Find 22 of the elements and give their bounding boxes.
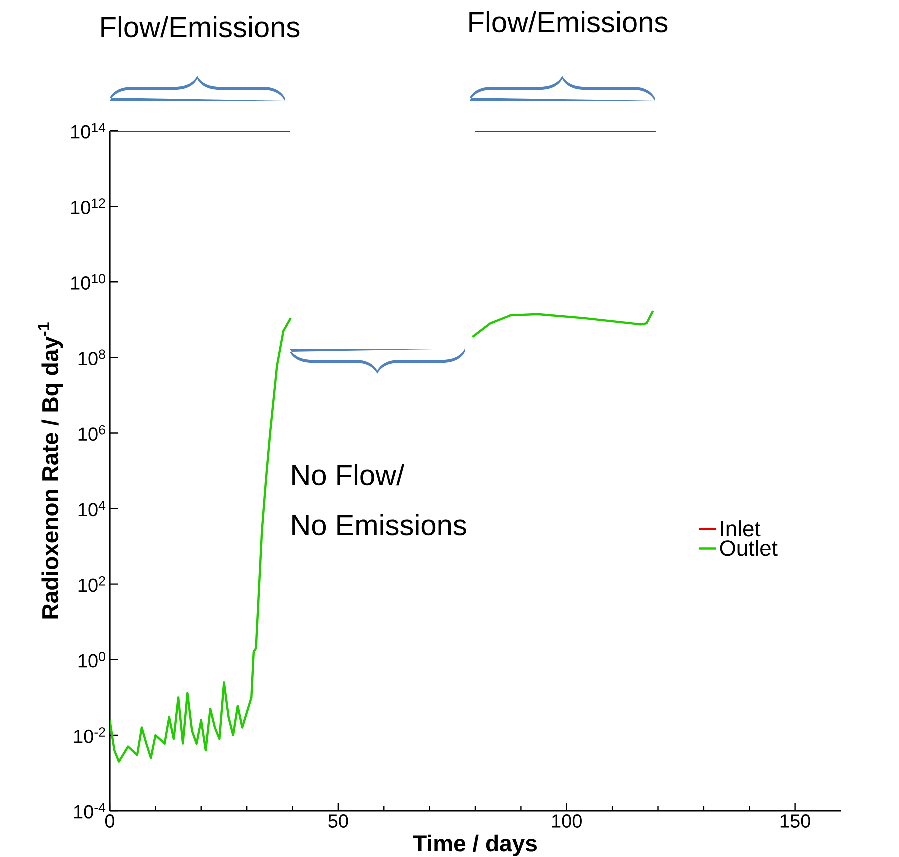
y-tick-label: 10$^{10}$ — [71, 274, 106, 290]
y-tick-label: 10$^{2}$ — [78, 576, 106, 592]
y-axis-title: Radioxenon Rate / Bq day$^{-1}$ — [38, 322, 64, 619]
y-tick-label: 10$^{8}$ — [78, 350, 106, 366]
x-tick-label: 100 — [552, 814, 582, 828]
y-tick-label: 10$^{0}$ — [78, 652, 106, 668]
y-tick-label: 10$^{6}$ — [78, 425, 106, 442]
x-axis-title: Time / days — [413, 834, 537, 856]
x-tick-label: 50 — [328, 814, 348, 828]
annotation: No Flow/ — [292, 464, 405, 486]
legend-label: Inlet — [721, 520, 761, 537]
y-tick-label: 10$^{-2}$ — [74, 728, 106, 744]
y-tick-label: 10$^{12}$ — [71, 198, 106, 214]
y-tick-label: 10$^{4}$ — [78, 500, 106, 517]
x-tick-label: 150 — [780, 814, 810, 828]
annotation: No Emissions — [292, 514, 466, 536]
text: Flow/Emissions — [470, 11, 668, 33]
y-tick-label: 10$^{-4}$ — [74, 803, 106, 819]
y-tick-label: 10$^{14}$ — [71, 123, 106, 139]
legend-label: Outlet — [720, 540, 778, 556]
text: Flow/Emissions — [102, 16, 300, 38]
x-tick-label: 0 — [105, 814, 115, 828]
